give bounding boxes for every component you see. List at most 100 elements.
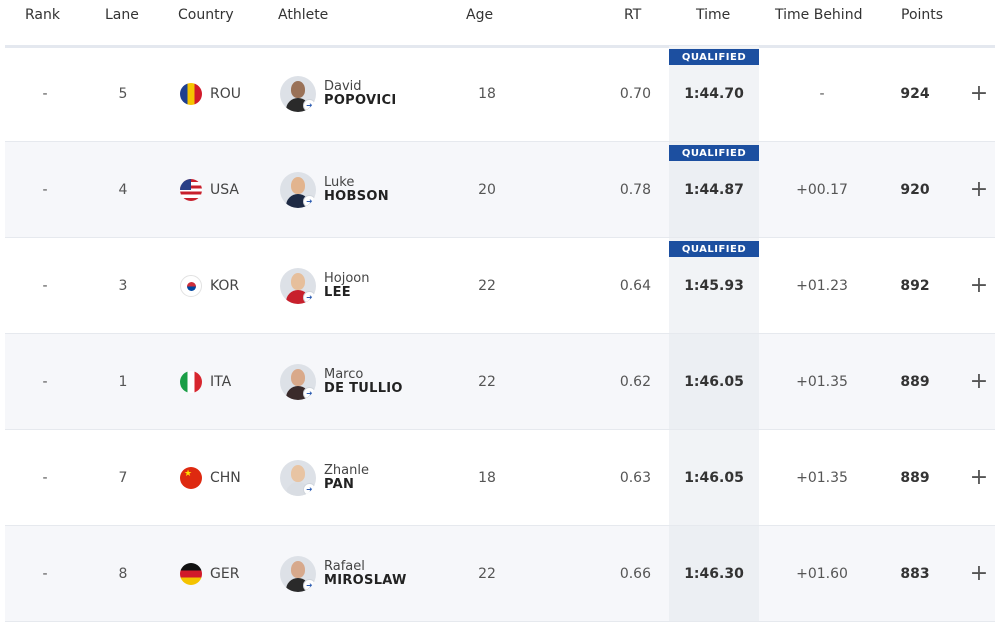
reaction-time-cell: 0.64 <box>619 277 651 294</box>
country-code: ROU <box>210 85 241 102</box>
reaction-time-cell: 0.70 <box>619 85 651 102</box>
athlete-avatar[interactable]: ➜ <box>280 267 316 304</box>
header-age[interactable]: Age <box>466 7 494 23</box>
points-cell: 892 <box>900 277 930 294</box>
table-row[interactable]: - 7 ★ CHN ➜ Zhanle PAN 18 0.63 1:46.05 +… <box>5 430 995 526</box>
athlete-first-name: David <box>324 78 362 94</box>
avatar-head <box>291 368 305 386</box>
athlete-cell[interactable]: ➜ Hojoon LEE <box>280 238 460 333</box>
country-code: KOR <box>210 277 240 294</box>
country-code: CHN <box>210 469 241 486</box>
age-cell: 20 <box>478 181 496 198</box>
time-cell: 1:46.05 <box>684 373 744 390</box>
country-code: GER <box>210 565 240 582</box>
expand-plus-icon[interactable]: + <box>969 81 989 106</box>
header-points[interactable]: Points <box>901 7 944 23</box>
points-cell: 889 <box>900 373 930 390</box>
arrow-right-icon[interactable]: ➜ <box>303 578 316 592</box>
time-cell: 1:46.05 <box>684 469 744 486</box>
expand-plus-icon[interactable]: + <box>969 369 989 394</box>
athlete-name[interactable]: Luke HOBSON <box>324 175 389 204</box>
athlete-first-name: Rafael <box>324 558 365 574</box>
expand-plus-icon[interactable]: + <box>969 561 989 586</box>
expand-plus-icon[interactable]: + <box>969 273 989 298</box>
athlete-last-name: POPOVICI <box>324 92 397 108</box>
table-header: Rank Lane Country Athlete Age RT Time Ti… <box>0 0 1000 46</box>
athlete-avatar[interactable]: ➜ <box>280 555 316 592</box>
italy-flag <box>180 370 202 393</box>
avatar-head <box>291 272 305 290</box>
arrow-right-icon[interactable]: ➜ <box>303 386 316 400</box>
table-row[interactable]: QUALIFIED - 3 KOR ➜ Hojoon LEE 22 0.64 1… <box>5 238 995 334</box>
athlete-name[interactable]: Hojoon LEE <box>324 271 370 300</box>
athlete-last-name: HOBSON <box>324 188 389 204</box>
time-cell: 1:44.87 <box>684 181 744 198</box>
table-row[interactable]: - 1 ITA ➜ Marco DE TULLIO 22 0.62 1:46.0… <box>5 334 995 430</box>
athlete-cell[interactable]: ➜ Zhanle PAN <box>280 430 460 525</box>
lane-cell: 7 <box>118 469 128 486</box>
athlete-name[interactable]: Zhanle PAN <box>324 462 369 492</box>
athlete-cell[interactable]: ➜ Rafael MIROSLAW <box>280 526 460 621</box>
qualified-badge: QUALIFIED <box>669 49 759 65</box>
time-cell: 1:45.93 <box>684 277 744 294</box>
table-row[interactable]: QUALIFIED - 5 ROU ➜ David POPOVICI 18 0.… <box>5 46 995 142</box>
time-behind-cell: - <box>819 85 825 102</box>
arrow-right-icon[interactable]: ➜ <box>303 290 316 304</box>
age-cell: 18 <box>478 85 496 102</box>
results-table: QUALIFIED - 5 ROU ➜ David POPOVICI 18 0.… <box>5 46 995 630</box>
time-column-highlight <box>669 526 759 621</box>
athlete-last-name: PAN <box>324 476 355 492</box>
time-behind-cell: +01.35 <box>796 469 848 486</box>
usa-flag <box>180 178 202 201</box>
time-column-highlight <box>669 334 759 429</box>
time-cell: 1:44.70 <box>684 85 744 102</box>
time-column-highlight <box>669 430 759 525</box>
header-athlete[interactable]: Athlete <box>278 7 329 23</box>
expand-plus-icon[interactable]: + <box>969 465 989 490</box>
athlete-cell[interactable]: ➜ Marco DE TULLIO <box>280 334 460 429</box>
lane-cell: 8 <box>118 565 128 582</box>
reaction-time-cell: 0.62 <box>619 373 651 390</box>
rank-cell: - <box>42 277 48 294</box>
athlete-avatar[interactable]: ➜ <box>280 171 316 208</box>
table-row[interactable]: QUALIFIED - 4 USA ➜ Luke HOBSON 20 0.78 … <box>5 142 995 238</box>
athlete-cell[interactable]: ➜ David POPOVICI <box>280 46 460 141</box>
time-behind-cell: +01.35 <box>796 373 848 390</box>
athlete-cell[interactable]: ➜ Luke HOBSON <box>280 142 460 237</box>
expand-plus-icon[interactable]: + <box>969 177 989 202</box>
avatar-head <box>291 464 305 482</box>
athlete-avatar[interactable]: ➜ <box>280 75 316 112</box>
athlete-name[interactable]: David POPOVICI <box>324 78 397 108</box>
athlete-name[interactable]: Marco DE TULLIO <box>324 367 403 396</box>
germany-flag <box>180 562 202 585</box>
rank-cell: - <box>42 181 48 198</box>
rank-cell: - <box>42 469 48 486</box>
athlete-first-name: Zhanle <box>324 462 369 478</box>
lane-cell: 3 <box>118 277 128 294</box>
table-row[interactable]: - 8 GER ➜ Rafael MIROSLAW 22 0.66 1:46.3… <box>5 526 995 622</box>
header-lane[interactable]: Lane <box>105 7 139 23</box>
points-cell: 889 <box>900 469 930 486</box>
athlete-avatar[interactable]: ➜ <box>280 459 316 496</box>
country-cell: USA <box>180 142 270 237</box>
rank-cell: - <box>42 565 48 582</box>
athlete-avatar[interactable]: ➜ <box>280 363 316 400</box>
romania-flag <box>180 82 202 105</box>
header-rt[interactable]: RT <box>624 7 642 23</box>
arrow-right-icon[interactable]: ➜ <box>303 482 316 496</box>
rank-cell: - <box>42 373 48 390</box>
reaction-time-cell: 0.63 <box>619 469 651 486</box>
athlete-name[interactable]: Rafael MIROSLAW <box>324 558 407 588</box>
header-time-behind[interactable]: Time Behind <box>775 7 863 23</box>
header-rank[interactable]: Rank <box>25 7 60 23</box>
rank-cell: - <box>42 85 48 102</box>
age-cell: 22 <box>478 373 496 390</box>
lane-cell: 4 <box>118 181 128 198</box>
arrow-right-icon[interactable]: ➜ <box>303 194 316 208</box>
header-time[interactable]: Time <box>696 7 731 23</box>
time-behind-cell: +01.23 <box>796 277 848 294</box>
arrow-right-icon[interactable]: ➜ <box>303 98 316 112</box>
flag-star: ★ <box>184 468 193 479</box>
header-country[interactable]: Country <box>178 7 234 23</box>
country-cell: ROU <box>180 46 270 141</box>
